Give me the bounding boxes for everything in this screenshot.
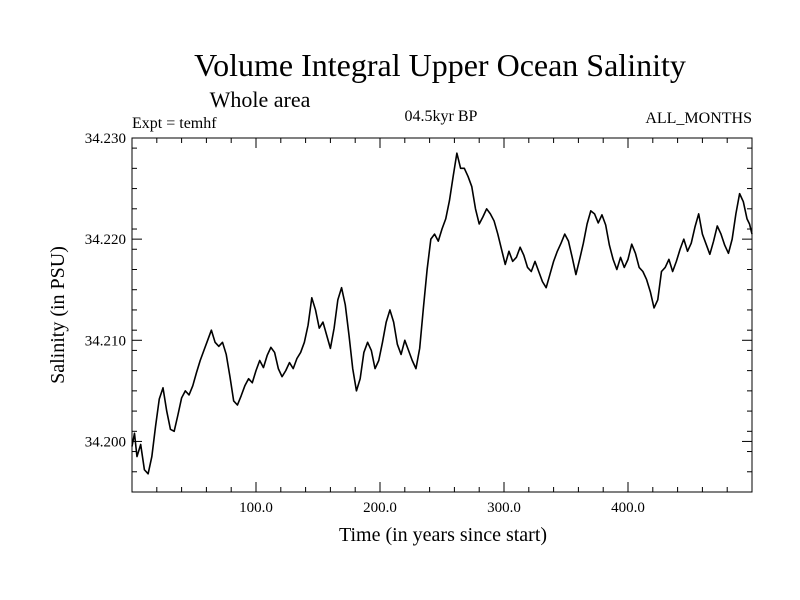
chart-title: Volume Integral Upper Ocean Salinity (194, 47, 686, 83)
y-tick-label: 34.210 (85, 333, 126, 349)
months-label: ALL_MONTHS (645, 110, 752, 127)
x-tick-label: 300.0 (487, 500, 521, 516)
y-tick-label: 34.220 (85, 232, 126, 248)
x-axis-label: Time (in years since start) (339, 524, 547, 546)
y-tick-label: 34.200 (85, 434, 126, 450)
x-tick-label: 400.0 (611, 500, 645, 516)
x-tick-label: 200.0 (363, 500, 397, 516)
x-tick-label: 100.0 (239, 500, 273, 516)
y-axis-label: Salinity (in PSU) (47, 246, 69, 384)
plot-frame (131, 137, 753, 493)
experiment-label: Expt = temhf (132, 115, 217, 132)
salinity-series-line (131, 152, 753, 475)
plot-area: 100.0 200.0 300.0 400.0 34.200 34.210 34.220 34… (85, 131, 753, 516)
y-tick-label: 34.230 (85, 131, 126, 147)
period-label: 04.5kyr BP (405, 108, 478, 125)
chart-subtitle: Whole area (210, 87, 311, 112)
